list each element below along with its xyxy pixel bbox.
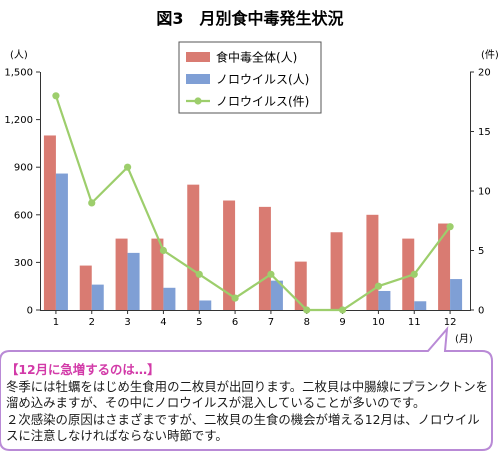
bar — [223, 200, 236, 310]
line-point — [159, 246, 168, 255]
x-tick-label: 6 — [232, 317, 238, 328]
legend-label: ノロウイルス(件) — [216, 95, 309, 109]
chart-title: 図3 月別食中毒発生状況 — [156, 9, 343, 28]
x-tick-label: 12 — [444, 317, 457, 328]
line-point — [195, 270, 203, 278]
y-right-tick-label: 15 — [478, 127, 491, 138]
callout-text: 【12月に急増するのは…】 冬季には牡蠣をはじめ生食用の二枚貝が出回ります。二枚… — [6, 362, 490, 445]
y-left-tick-label: 1,200 — [4, 115, 33, 126]
bar — [414, 301, 427, 310]
callout-paragraph-1: 冬季には牡蠣をはじめ生食用の二枚貝が出回ります。二枚貝は中腸線にプランクトンを溜… — [6, 378, 488, 411]
bar — [43, 135, 56, 310]
x-tick-label: 2 — [89, 317, 95, 328]
bar — [378, 290, 391, 310]
y-right-unit-label: (件) — [481, 49, 499, 61]
y-left-ticks: 0 300 600 900 1,200 1,500 — [4, 68, 40, 317]
bar — [127, 252, 140, 310]
bar — [91, 284, 104, 310]
x-ticks: 1 2 3 4 5 6 7 8 9 10 11 12 — [53, 310, 457, 328]
bar — [294, 261, 307, 310]
line-series-group — [52, 92, 454, 314]
line-point — [123, 163, 132, 171]
x-tick-label: 4 — [160, 317, 166, 328]
bar — [187, 184, 200, 310]
line-point — [303, 306, 311, 314]
y-left-tick-label: 600 — [14, 210, 33, 221]
y-left-tick-label: 300 — [14, 258, 33, 269]
legend-swatch — [186, 74, 210, 84]
legend-label: 食中毒全体(人) — [216, 50, 297, 65]
bar — [330, 232, 343, 310]
y-left-tick-label: 1,500 — [4, 68, 33, 79]
bar — [450, 279, 463, 310]
x-tick-label: 11 — [408, 317, 421, 328]
y-left-unit-label: (人) — [10, 49, 28, 61]
callout-heading: 【12月に急増するのは…】 — [6, 362, 160, 377]
y-right-tick-label: 20 — [478, 68, 491, 79]
callout-paragraph-2: ２次感染の原因はさまざまですが、二枚貝の生食の機会が増える12月は、ノロウイルス… — [6, 411, 480, 444]
y-left-tick-label: 0 — [27, 306, 33, 317]
y-right-tick-label: 10 — [478, 187, 491, 198]
x-tick-label: 9 — [339, 317, 345, 328]
x-tick-label: 3 — [124, 317, 130, 328]
bars-group — [43, 135, 463, 310]
y-left-tick-label: 900 — [14, 163, 33, 174]
y-right-tick-label: 0 — [478, 306, 484, 317]
line-point — [231, 294, 239, 302]
legend-swatch — [186, 52, 210, 62]
bar — [258, 206, 271, 310]
line-point — [267, 270, 275, 278]
x-tick-label: 8 — [304, 317, 310, 328]
callout-box — [0, 325, 493, 451]
bar — [366, 214, 379, 310]
bar — [402, 238, 415, 310]
line-series — [54, 95, 451, 312]
x-tick-label: 7 — [268, 317, 274, 328]
bar — [270, 280, 283, 310]
x-tick-label: 5 — [196, 317, 202, 328]
bar — [163, 287, 176, 310]
x-tick-label: 10 — [372, 317, 385, 328]
line-point — [338, 306, 347, 314]
bar — [115, 238, 128, 310]
bar — [151, 238, 164, 310]
bar — [79, 265, 92, 310]
bar — [199, 300, 212, 310]
bar — [438, 223, 451, 310]
legend: 食中毒全体(人) ノロウイルス(人) ノロウイルス(件) — [178, 41, 322, 114]
y-right-ticks: 0 5 10 15 20 — [470, 68, 491, 317]
bar — [55, 173, 68, 310]
x-tick-label: 1 — [53, 317, 59, 328]
line-point — [52, 92, 60, 100]
y-right-tick-label: 5 — [478, 246, 484, 257]
x-unit-label: (月) — [455, 333, 473, 345]
legend-label: ノロウイルス(人) — [216, 73, 309, 87]
legend-swatch-marker — [194, 97, 202, 105]
line-point — [374, 282, 383, 290]
line-point — [88, 199, 96, 207]
line-point — [410, 270, 418, 278]
line-point — [446, 223, 454, 231]
